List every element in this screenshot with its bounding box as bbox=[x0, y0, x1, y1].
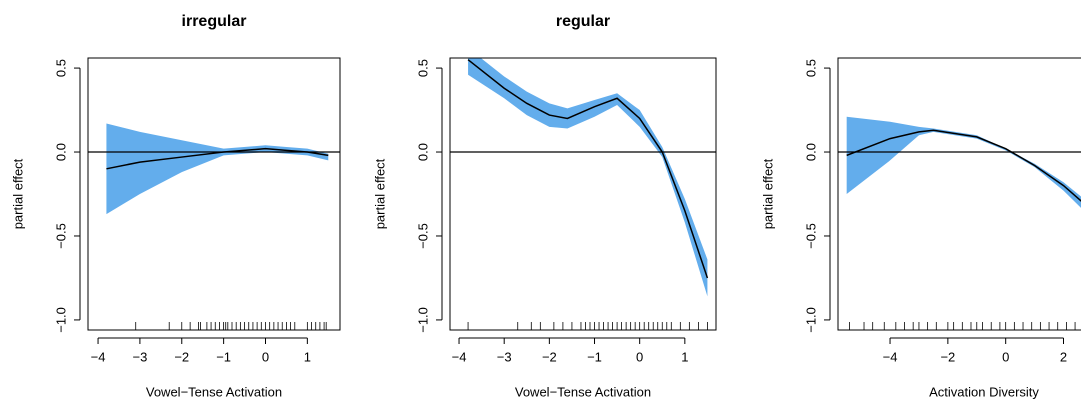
x-tick-label: 0 bbox=[1002, 349, 1009, 364]
x-tick-label: 2 bbox=[1060, 349, 1067, 364]
y-tick-label: 0.5 bbox=[415, 59, 430, 77]
plot-area bbox=[88, 123, 340, 330]
panel: −4 −3 −2 −1 0 1 −1.0 −0.5 0.0 0.5 regular Vowel−Ten… bbox=[372, 13, 717, 399]
confidence-band bbox=[468, 58, 708, 297]
x-axis-label: Vowel−Tense Activation bbox=[146, 384, 282, 399]
plot-frame bbox=[837, 57, 1081, 331]
y-tick-label: −0.5 bbox=[53, 223, 68, 249]
x-tick-label: −4 bbox=[883, 349, 898, 364]
plot-frame bbox=[449, 57, 717, 331]
chart-title: regular bbox=[556, 13, 610, 30]
x-tick-label: −4 bbox=[452, 349, 467, 364]
x-tick-label: −2 bbox=[174, 349, 189, 364]
x-tick-label: −1 bbox=[216, 349, 231, 364]
fit-line bbox=[846, 129, 1081, 202]
y-axis-label: partial effect bbox=[10, 158, 25, 229]
y-tick-label: −1.0 bbox=[803, 307, 818, 333]
x-axis-label: Vowel−Tense Activation bbox=[515, 384, 651, 399]
plot-frame bbox=[87, 57, 341, 331]
y-axis-label: partial effect bbox=[760, 158, 775, 229]
confidence-band bbox=[106, 123, 329, 215]
y-tick-label: −0.5 bbox=[415, 223, 430, 249]
x-tick-label: 0 bbox=[636, 349, 643, 364]
x-tick-label: −1 bbox=[587, 349, 602, 364]
x-tick-label: −2 bbox=[542, 349, 557, 364]
plot-area bbox=[450, 58, 716, 330]
plot-area bbox=[838, 116, 1081, 330]
x-tick-label: 1 bbox=[304, 349, 311, 364]
x-axis-label: Activation Diversity bbox=[929, 384, 1039, 399]
x-tick-label: −4 bbox=[91, 349, 106, 364]
chart-title: irregular bbox=[182, 13, 247, 30]
x-tick-label: −3 bbox=[497, 349, 512, 364]
y-tick-label: −1.0 bbox=[53, 307, 68, 333]
y-tick-label: 0.0 bbox=[803, 143, 818, 161]
y-axis-label: partial effect bbox=[372, 158, 387, 229]
x-tick-label: 0 bbox=[262, 349, 269, 364]
y-tick-label: −0.5 bbox=[803, 223, 818, 249]
y-tick-label: 0.0 bbox=[53, 143, 68, 161]
panel: −4 −2 0 2 −1.0 −0.5 0.0 0.5 Activation Diversity… bbox=[760, 57, 1081, 399]
x-tick-label: 1 bbox=[681, 349, 688, 364]
y-tick-label: 0.5 bbox=[803, 59, 818, 77]
y-tick-label: 0.5 bbox=[53, 59, 68, 77]
panel: −4 −3 −2 −1 0 1 −1.0 −0.5 0.0 0.5 irregular Vowel−T… bbox=[10, 13, 341, 399]
fit-line bbox=[106, 147, 329, 170]
x-tick-label: −3 bbox=[132, 349, 147, 364]
y-tick-label: 0.0 bbox=[415, 143, 430, 161]
confidence-band bbox=[846, 116, 1081, 208]
y-tick-label: −1.0 bbox=[415, 307, 430, 333]
fit-line bbox=[467, 59, 709, 279]
x-tick-label: −2 bbox=[940, 349, 955, 364]
